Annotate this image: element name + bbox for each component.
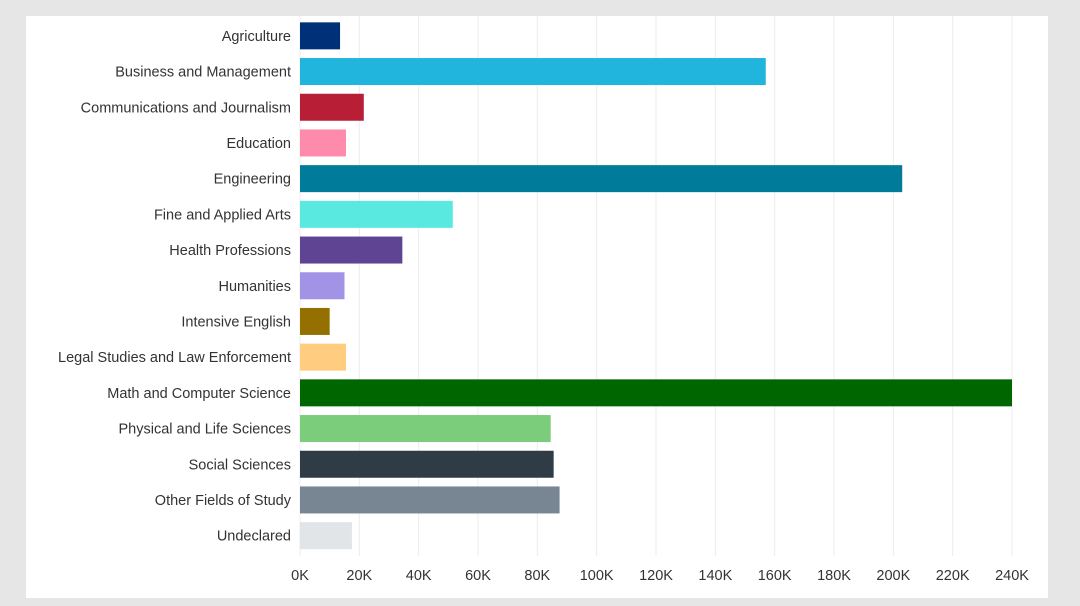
- category-label: Education: [227, 136, 292, 152]
- x-tick-label: 60K: [465, 568, 491, 584]
- x-tick-label: 40K: [406, 568, 432, 584]
- category-label: Agriculture: [222, 29, 291, 45]
- x-tick-label: 140K: [698, 568, 732, 584]
- x-tick-label: 240K: [995, 568, 1029, 584]
- bar-business-and-management[interactable]: [300, 58, 766, 86]
- bar-physical-and-life-sciences[interactable]: [300, 415, 551, 443]
- category-label: Fine and Applied Arts: [154, 207, 291, 223]
- bar-agriculture[interactable]: [300, 22, 341, 50]
- bar-legal-studies-and-law-enforcement[interactable]: [300, 343, 346, 371]
- category-label: Legal Studies and Law Enforcement: [58, 350, 291, 366]
- x-tick-label: 100K: [580, 568, 614, 584]
- bar-undeclared[interactable]: [300, 522, 352, 550]
- bar-math-and-computer-science[interactable]: [300, 379, 1012, 407]
- category-label: Undeclared: [217, 529, 291, 545]
- bar-other-fields-of-study[interactable]: [300, 486, 560, 514]
- bars: [300, 22, 1012, 550]
- x-tick-label: 80K: [524, 568, 550, 584]
- category-label: Intensive English: [181, 314, 291, 330]
- x-tick-label: 180K: [817, 568, 851, 584]
- x-tick-label: 160K: [758, 568, 792, 584]
- category-label: Health Professions: [169, 243, 291, 259]
- category-label: Business and Management: [115, 65, 291, 81]
- bar-communications-and-journalism[interactable]: [300, 93, 364, 121]
- category-label: Social Sciences: [189, 457, 291, 473]
- category-labels: Agriculture Business and Management Commun…: [58, 29, 292, 545]
- bar-humanities[interactable]: [300, 272, 345, 300]
- bar-education[interactable]: [300, 129, 346, 157]
- bar-health-professions[interactable]: [300, 236, 403, 264]
- bar-intensive-english[interactable]: [300, 307, 330, 335]
- category-label: Other Fields of Study: [155, 493, 292, 509]
- x-tick-label: 120K: [639, 568, 673, 584]
- bar-fine-and-applied-arts[interactable]: [300, 200, 453, 228]
- x-tick-label: 0K: [291, 568, 309, 584]
- x-tick-label: 20K: [346, 568, 372, 584]
- x-tick-label: 200K: [876, 568, 910, 584]
- category-label: Humanities: [218, 279, 291, 295]
- category-label: Math and Computer Science: [107, 386, 291, 402]
- x-axis-ticks: 0K 20K 40K 60K 80K 100K 120K 140K 160K 180K 200K 22…: [291, 568, 1029, 584]
- category-label: Engineering: [214, 172, 291, 188]
- bar-social-sciences[interactable]: [300, 450, 554, 478]
- bar-engineering[interactable]: [300, 165, 903, 193]
- x-tick-label: 220K: [936, 568, 970, 584]
- category-label: Communications and Journalism: [81, 100, 291, 116]
- grid-lines: [299, 16, 1013, 556]
- category-label: Physical and Life Sciences: [119, 422, 292, 438]
